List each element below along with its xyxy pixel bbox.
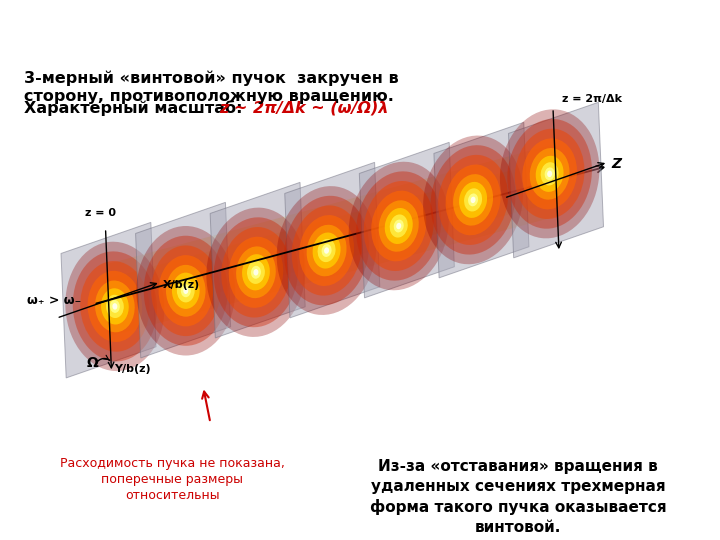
Ellipse shape	[307, 225, 346, 276]
Polygon shape	[508, 102, 603, 258]
Text: X/b(z): X/b(z)	[163, 280, 200, 291]
Ellipse shape	[438, 155, 508, 245]
Ellipse shape	[284, 196, 369, 305]
Ellipse shape	[459, 182, 487, 218]
Ellipse shape	[541, 162, 559, 185]
Polygon shape	[359, 143, 454, 298]
Polygon shape	[61, 222, 156, 378]
Ellipse shape	[299, 215, 354, 286]
Ellipse shape	[292, 205, 361, 295]
Ellipse shape	[95, 280, 135, 332]
Ellipse shape	[522, 138, 577, 210]
Ellipse shape	[515, 129, 585, 219]
Ellipse shape	[348, 161, 449, 291]
Ellipse shape	[151, 246, 220, 336]
Text: Характерный масштаб:: Характерный масштаб:	[24, 100, 248, 116]
Ellipse shape	[356, 171, 441, 281]
Text: Y/b(z): Y/b(z)	[114, 364, 151, 374]
Ellipse shape	[312, 233, 341, 268]
Ellipse shape	[446, 165, 500, 235]
Ellipse shape	[530, 148, 570, 200]
Ellipse shape	[172, 273, 199, 309]
Ellipse shape	[322, 244, 332, 257]
Polygon shape	[107, 144, 557, 336]
Ellipse shape	[88, 271, 142, 342]
Ellipse shape	[508, 119, 592, 228]
Ellipse shape	[136, 226, 235, 355]
Text: 3-мерный «винтовой» пучок  закручен в
сторону, противоположную вращению.: 3-мерный «винтовой» пучок закручен в сто…	[24, 70, 399, 104]
Ellipse shape	[390, 214, 408, 238]
Ellipse shape	[221, 227, 291, 318]
Ellipse shape	[242, 254, 270, 291]
Ellipse shape	[544, 167, 554, 180]
Ellipse shape	[536, 156, 564, 192]
Text: Из-за «отставания» вращения в
удаленных сечениях трехмерная
форма такого пучка о: Из-за «отставания» вращения в удаленных …	[369, 460, 666, 535]
Ellipse shape	[468, 193, 478, 206]
Ellipse shape	[431, 145, 516, 254]
Polygon shape	[210, 183, 305, 338]
Ellipse shape	[236, 246, 276, 298]
Ellipse shape	[110, 300, 120, 313]
Ellipse shape	[181, 284, 191, 297]
Ellipse shape	[184, 287, 188, 294]
Text: z ~ 2π/Δk ~ (ω/Ω)λ: z ~ 2π/Δk ~ (ω/Ω)λ	[220, 100, 389, 115]
Ellipse shape	[80, 261, 150, 352]
Ellipse shape	[547, 171, 552, 177]
Ellipse shape	[453, 174, 493, 226]
Ellipse shape	[471, 197, 476, 203]
Ellipse shape	[247, 261, 265, 284]
Ellipse shape	[318, 239, 336, 262]
Ellipse shape	[324, 247, 329, 254]
Ellipse shape	[253, 269, 258, 275]
Ellipse shape	[158, 255, 213, 326]
Ellipse shape	[177, 279, 194, 302]
Ellipse shape	[166, 265, 205, 316]
Polygon shape	[434, 123, 529, 278]
Ellipse shape	[384, 208, 413, 244]
Polygon shape	[135, 202, 230, 358]
Ellipse shape	[229, 237, 283, 308]
Ellipse shape	[214, 217, 298, 327]
Ellipse shape	[464, 188, 482, 212]
Ellipse shape	[101, 288, 129, 325]
Ellipse shape	[364, 181, 433, 271]
Ellipse shape	[106, 295, 124, 318]
Ellipse shape	[207, 207, 305, 337]
Ellipse shape	[379, 200, 419, 252]
Ellipse shape	[251, 266, 261, 279]
Ellipse shape	[372, 191, 426, 261]
Polygon shape	[107, 158, 557, 322]
Ellipse shape	[423, 136, 523, 264]
Ellipse shape	[500, 109, 599, 238]
Polygon shape	[284, 163, 379, 318]
Ellipse shape	[66, 242, 164, 371]
Ellipse shape	[396, 223, 401, 229]
Text: z = 0: z = 0	[85, 208, 116, 218]
Text: ω₊ > ω₋: ω₊ > ω₋	[27, 294, 81, 307]
Text: Расходимость пучка не показана,
поперечные размеры
относительны: Расходимость пучка не показана, поперечн…	[60, 457, 284, 502]
Text: z = 2π/Δk: z = 2π/Δk	[562, 93, 622, 104]
Ellipse shape	[276, 186, 377, 315]
Text: Ω: Ω	[87, 356, 99, 370]
Ellipse shape	[73, 252, 157, 361]
Ellipse shape	[394, 220, 404, 232]
Ellipse shape	[112, 303, 117, 309]
Text: Z: Z	[612, 157, 622, 171]
Polygon shape	[83, 171, 582, 309]
Ellipse shape	[144, 236, 228, 346]
